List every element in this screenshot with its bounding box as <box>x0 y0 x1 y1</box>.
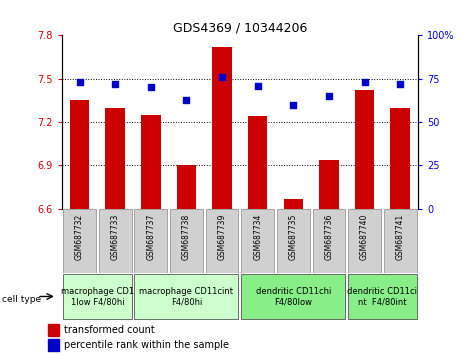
Bar <box>384 209 417 273</box>
Text: macrophage CD1
1low F4/80hi: macrophage CD1 1low F4/80hi <box>61 287 134 306</box>
Point <box>325 93 332 99</box>
Point <box>396 81 404 87</box>
Point <box>218 74 226 80</box>
Text: GSM687738: GSM687738 <box>182 213 191 259</box>
Point <box>147 85 155 90</box>
Bar <box>141 115 161 209</box>
Point <box>361 79 369 85</box>
Text: percentile rank within the sample: percentile rank within the sample <box>64 340 229 350</box>
Point <box>182 97 190 102</box>
Text: GSM687733: GSM687733 <box>111 213 120 260</box>
Text: dendritic CD11ci
nt  F4/80int: dendritic CD11ci nt F4/80int <box>347 287 418 306</box>
Bar <box>241 209 274 273</box>
Title: GDS4369 / 10344206: GDS4369 / 10344206 <box>173 21 307 34</box>
Bar <box>48 324 59 336</box>
Bar <box>313 209 345 273</box>
Bar <box>206 209 238 273</box>
Point <box>76 79 84 85</box>
Point <box>254 83 261 88</box>
Bar <box>355 90 374 209</box>
Bar <box>390 108 410 209</box>
Bar <box>63 274 132 319</box>
Text: GSM687740: GSM687740 <box>360 213 369 260</box>
Text: GSM687732: GSM687732 <box>75 213 84 259</box>
Bar <box>48 339 59 350</box>
Bar <box>277 209 310 273</box>
Point <box>111 81 119 87</box>
Text: macrophage CD11cint
F4/80hi: macrophage CD11cint F4/80hi <box>140 287 233 306</box>
Text: cell type: cell type <box>2 295 41 304</box>
Bar <box>241 274 345 319</box>
Text: GSM687734: GSM687734 <box>253 213 262 260</box>
Bar <box>99 209 132 273</box>
Bar <box>212 47 232 209</box>
Text: GSM687737: GSM687737 <box>146 213 155 260</box>
Bar <box>248 116 267 209</box>
Text: GSM687736: GSM687736 <box>324 213 333 260</box>
Text: dendritic CD11chi
F4/80low: dendritic CD11chi F4/80low <box>256 287 331 306</box>
Bar <box>348 209 381 273</box>
Bar <box>177 166 196 209</box>
Bar <box>105 108 125 209</box>
Text: GSM687739: GSM687739 <box>218 213 227 260</box>
Bar <box>284 199 303 209</box>
Bar <box>70 101 89 209</box>
Point <box>289 102 297 108</box>
Bar <box>134 209 167 273</box>
Bar <box>170 209 203 273</box>
Bar <box>134 274 238 319</box>
Bar <box>348 274 417 319</box>
Text: GSM687735: GSM687735 <box>289 213 298 260</box>
Bar <box>319 160 339 209</box>
Text: transformed count: transformed count <box>64 325 155 335</box>
Text: GSM687741: GSM687741 <box>396 213 405 259</box>
Bar <box>63 209 96 273</box>
